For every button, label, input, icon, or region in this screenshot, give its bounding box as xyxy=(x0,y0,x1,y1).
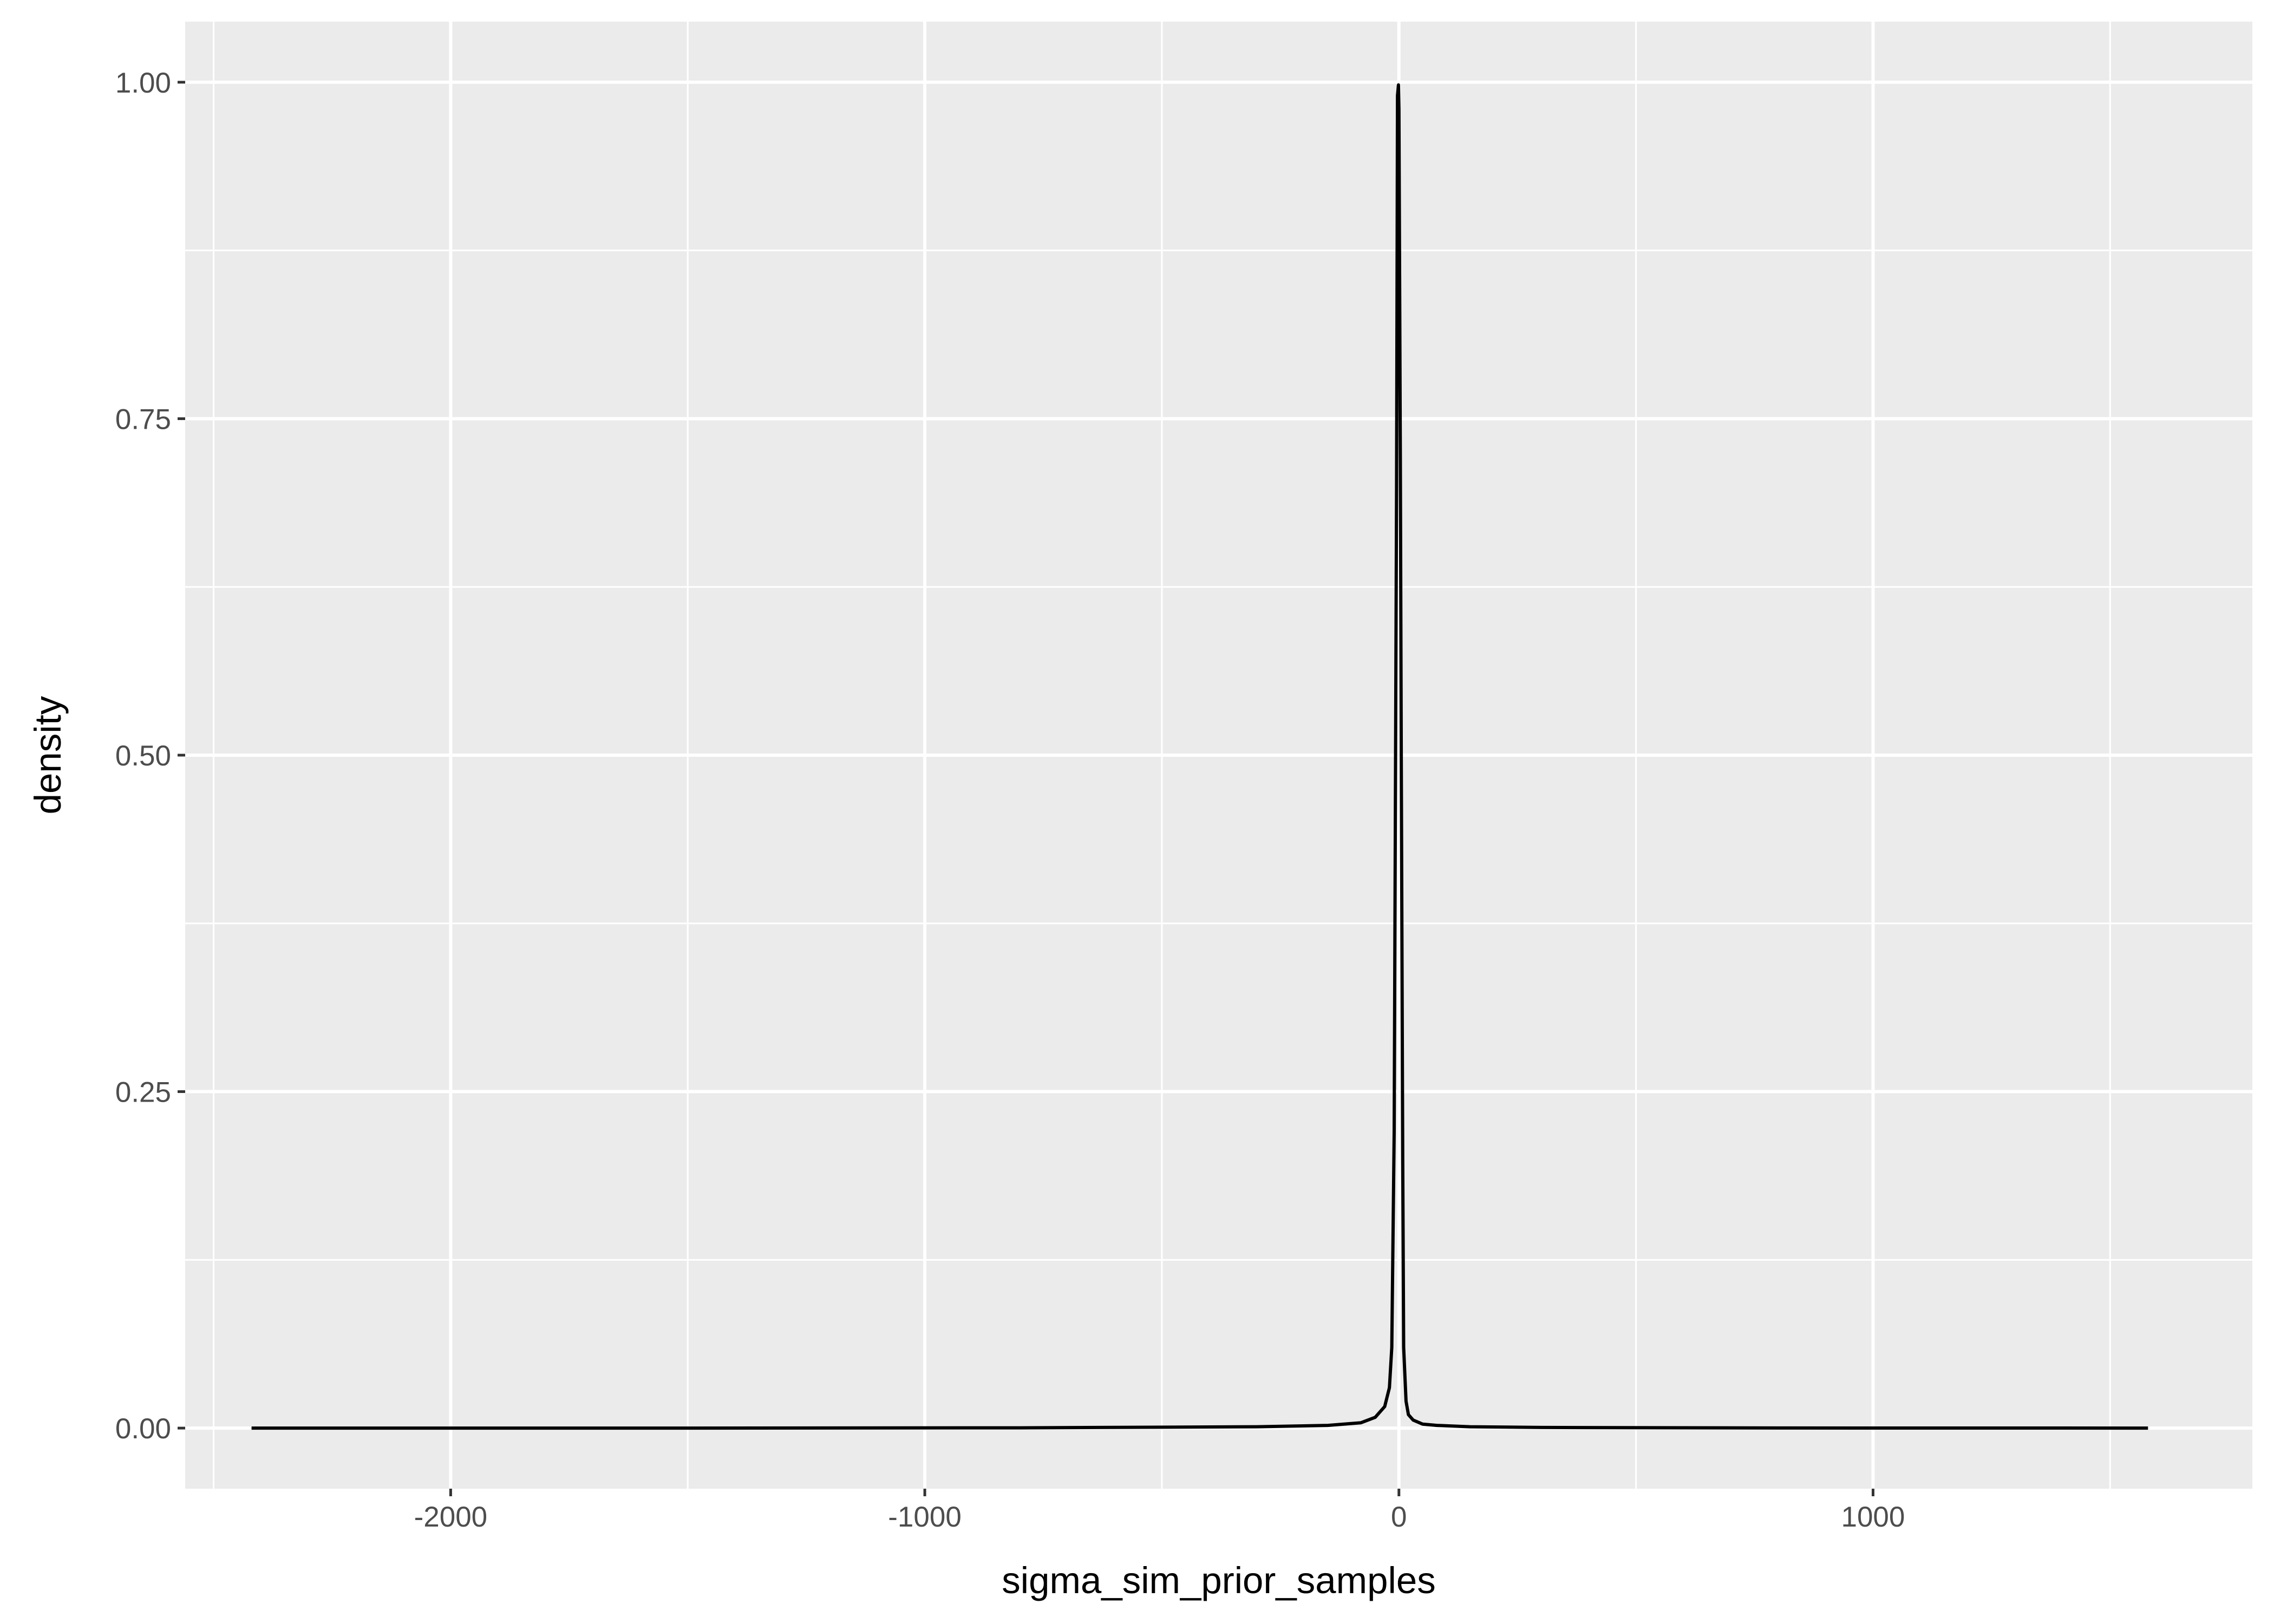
y-axis-title: density xyxy=(27,696,69,814)
y-tick-label: 0.25 xyxy=(115,1077,171,1109)
y-axis-ticks: 0.00 0.25 0.50 0.75 1.00 xyxy=(115,67,185,1445)
y-tick-label: 0.75 xyxy=(115,403,171,435)
y-tick-label: 1.00 xyxy=(115,67,171,99)
x-tick-label: -2000 xyxy=(414,1501,488,1533)
y-tick-label: 0.00 xyxy=(115,1413,171,1445)
x-tick-label: 0 xyxy=(1391,1501,1407,1533)
density-line xyxy=(251,83,2148,1430)
y-tick-label: 0.50 xyxy=(115,740,171,772)
x-axis-ticks: -2000 -1000 0 1000 xyxy=(414,1489,1905,1533)
x-axis-title: sigma_sim_prior_samples xyxy=(1002,1560,1435,1601)
x-tick-label: 1000 xyxy=(1841,1501,1905,1533)
x-tick-label: -1000 xyxy=(888,1501,962,1533)
